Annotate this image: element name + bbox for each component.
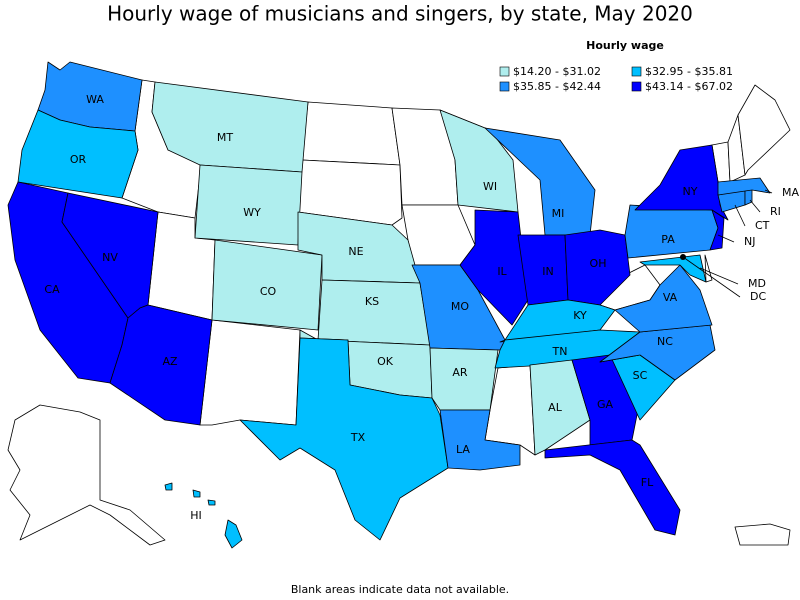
state-label: TX	[350, 431, 366, 444]
state-label: MO	[451, 300, 469, 313]
state-blank	[737, 84, 791, 176]
state-label: AL	[548, 401, 563, 414]
state-label: KS	[365, 295, 379, 308]
state-label: AZ	[162, 355, 178, 368]
state-label: HI	[190, 509, 202, 522]
leader-line	[699, 267, 739, 285]
state	[544, 439, 681, 536]
state	[207, 499, 216, 506]
legend-label: $32.95 - $35.81	[645, 65, 733, 78]
state-label: NY	[683, 185, 698, 198]
legend-label: $35.85 - $42.44	[513, 80, 601, 93]
legend-label: $43.14 - $67.02	[645, 80, 733, 93]
state-label: RI	[770, 205, 781, 218]
state-blank	[401, 204, 476, 266]
state-label: TN	[552, 345, 568, 358]
state	[614, 264, 713, 333]
leader-line	[734, 204, 746, 227]
state-label: DC	[750, 290, 766, 303]
legend-swatch	[631, 81, 642, 92]
state	[239, 337, 449, 541]
state	[459, 209, 529, 326]
state-label: MD	[748, 277, 766, 290]
state-label: VA	[663, 291, 678, 304]
legend-label: $14.20 - $31.02	[513, 65, 601, 78]
state-blank	[704, 254, 713, 283]
state-label: AR	[452, 366, 468, 379]
state-label: CA	[44, 283, 60, 296]
leader-line	[764, 189, 773, 194]
state-label: MA	[782, 186, 799, 199]
state	[211, 239, 323, 331]
state	[529, 359, 591, 456]
state-label: IL	[497, 265, 507, 278]
state	[192, 489, 201, 498]
state-label: WI	[483, 180, 497, 193]
legend-swatch	[499, 66, 510, 77]
state-label: CO	[260, 285, 277, 298]
state	[17, 109, 139, 199]
state	[634, 144, 729, 221]
state-label: KY	[573, 309, 587, 322]
state-blank	[301, 101, 401, 166]
state-label: OH	[590, 257, 607, 270]
state-label: GA	[597, 398, 614, 411]
state-label: SC	[633, 369, 648, 382]
state	[109, 304, 213, 426]
footnote: Blank areas indicate data not available.	[291, 583, 509, 596]
state	[709, 209, 725, 251]
state	[429, 347, 499, 411]
leader-line	[749, 199, 761, 213]
state-label: WY	[243, 206, 261, 219]
state	[717, 177, 771, 196]
legend-swatch	[631, 66, 642, 77]
state-blank	[199, 319, 301, 426]
state-label: NV	[102, 251, 118, 264]
state-label: NC	[657, 335, 673, 348]
state-label: OK	[377, 355, 394, 368]
legend-title: Hourly wage	[586, 39, 664, 52]
state-label: IN	[542, 265, 553, 278]
state	[317, 279, 431, 346]
leader-line	[682, 256, 741, 298]
state-blank	[734, 523, 791, 546]
state-label: LA	[456, 443, 470, 456]
state-label: FL	[641, 476, 654, 489]
state-label: MI	[552, 207, 565, 220]
state-label: NE	[348, 245, 363, 258]
state-blank	[7, 404, 166, 546]
state	[744, 189, 753, 206]
state	[164, 482, 173, 491]
title: Hourly wage of musicians and singers, by…	[107, 2, 693, 26]
state-label: PA	[661, 233, 675, 246]
state	[439, 409, 521, 471]
leader-line	[717, 234, 735, 243]
state	[194, 164, 303, 246]
state-label: MT	[217, 131, 233, 144]
state-label: NJ	[744, 235, 755, 248]
state-label: CT	[755, 219, 770, 232]
state-label: OR	[70, 153, 87, 166]
legend-swatch	[499, 81, 510, 92]
state	[224, 519, 243, 549]
state-label: WA	[86, 93, 104, 106]
state	[624, 204, 719, 259]
